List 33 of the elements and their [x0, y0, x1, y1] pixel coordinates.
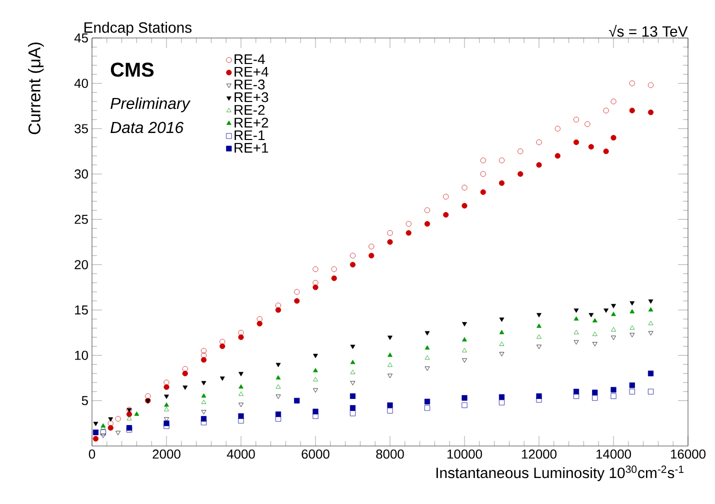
legend-label: RE+1 [234, 143, 268, 153]
y-tick-label: 20 [74, 260, 88, 270]
x-tick-label: 16000 [670, 450, 706, 459]
text: √s = 13 TeV [608, 24, 688, 37]
y-axis-title: Current (μA) [28, 42, 44, 134]
y-tick-label: 5 [82, 396, 88, 406]
y-tick-label: 10 [75, 350, 88, 360]
y-tick-label: 25 [74, 214, 88, 224]
x-tick-label: 0 [88, 450, 96, 459]
legend-label: RE+4 [234, 67, 268, 77]
x-tick-label: 12000 [522, 450, 557, 459]
legend-label: RE-4 [234, 54, 265, 64]
annotation: Preliminary [110, 97, 191, 112]
x-axis-title: Instantaneous Luminosity 10$^{30}$cm$^{-2}$s$^{-1}$ [436, 466, 684, 482]
x-tick-label: 4000 [226, 450, 255, 459]
y-tick-label: 30 [74, 169, 88, 179]
annotation: Data 2016 [110, 122, 184, 134]
legend-label: RE-3 [234, 80, 265, 90]
y-tick-label: 40 [74, 78, 88, 88]
x-tick-label: 8000 [376, 450, 404, 459]
y-tick-label: 35 [74, 124, 88, 134]
y-tick-label: 45 [74, 33, 88, 43]
legend-label: RE-2 [234, 104, 265, 115]
y-tick-label: 15 [75, 305, 88, 315]
x-tick-label: 14000 [596, 450, 632, 459]
x-tick-label: 6000 [302, 450, 330, 459]
chart-title: Endcap Stations [84, 22, 192, 36]
legend-label: RE-1 [234, 130, 265, 140]
x-tick-label: 10000 [447, 450, 482, 459]
legend-label: RE+2 [234, 118, 268, 128]
legend-label: RE+3 [234, 92, 268, 102]
annotation: CMS [110, 62, 154, 77]
x-tick-label: 2000 [152, 450, 180, 459]
